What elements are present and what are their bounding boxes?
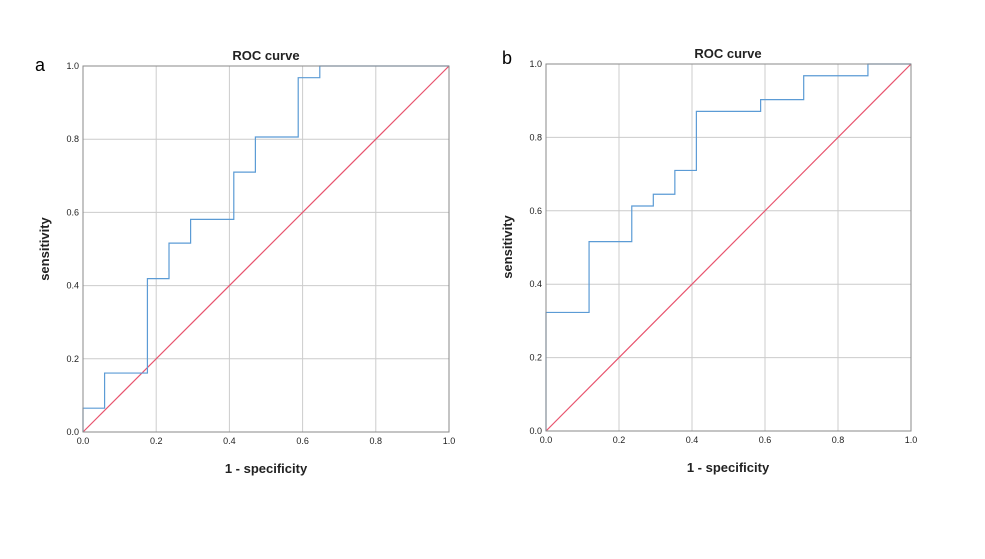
x-tick-label-b-2: 0.4 <box>686 435 699 445</box>
tick-labels-b: 0.0 0.2 0.4 0.6 0.8 1.0 0.0 0.2 0.4 0.6 0.8 1.0 <box>529 59 917 445</box>
y-tick-label-b-4: 0.8 <box>529 132 542 142</box>
plot-frame-a <box>82 65 450 433</box>
x-tick-label-a-0: 0.0 <box>77 436 90 446</box>
x-tick-label-b-5: 1.0 <box>905 435 918 445</box>
y-axis-label-b: sensitivity <box>500 214 515 278</box>
plot-frame-b <box>545 63 912 432</box>
y-tick-label-b-0: 0.0 <box>529 426 542 436</box>
y-tick-label-a-5: 1.0 <box>66 61 79 71</box>
roc-curve-a <box>82 65 449 432</box>
y-axis-label-a: sensitivity <box>37 216 52 280</box>
gridlines-b <box>546 64 911 431</box>
y-tick-label-a-2: 0.4 <box>66 281 79 291</box>
y-tick-label-a-1: 0.2 <box>66 354 79 364</box>
series-b <box>545 63 912 432</box>
y-tick-label-b-5: 1.0 <box>529 59 542 69</box>
y-tick-label-b-3: 0.6 <box>529 206 542 216</box>
y-tick-label-a-0: 0.0 <box>66 427 79 437</box>
x-tick-label-b-1: 0.2 <box>613 435 626 445</box>
y-tick-label-a-3: 0.6 <box>66 207 79 217</box>
chart-panel-a: a ROC curve 0.0 0.2 0.4 0.6 0.8 1.00.00.20.40… <box>35 48 455 476</box>
x-tick-label-b-0: 0.0 <box>540 435 553 445</box>
x-tick-label-a-5: 1.0 <box>443 436 456 446</box>
chart-title-a: ROC curve <box>232 48 299 63</box>
y-tick-label-b-2: 0.4 <box>529 279 542 289</box>
chart-title-b: ROC curve <box>694 46 761 61</box>
roc-curve-b <box>545 63 911 431</box>
panel-letter-b: b <box>502 48 512 68</box>
x-tick-label-b-3: 0.6 <box>759 435 772 445</box>
y-tick-label-a-4: 0.8 <box>66 134 79 144</box>
series-a <box>82 65 450 433</box>
x-tick-label-b-4: 0.8 <box>832 435 845 445</box>
reference-line-a <box>82 65 450 433</box>
tick-labels-a: 0.0 0.2 0.4 0.6 0.8 1.0 0.0 0.2 0.4 0.6 0.8 1.0 <box>66 61 455 446</box>
reference-line-b <box>545 63 912 432</box>
y-tick-label-b-1: 0.2 <box>529 353 542 363</box>
x-tick-label-a-4: 0.8 <box>370 436 383 446</box>
panel-letter-a: a <box>35 55 46 75</box>
x-tick-label-a-1: 0.2 <box>150 436 163 446</box>
x-axis-label-b: 1 - specificity <box>687 460 770 475</box>
x-tick-label-a-2: 0.4 <box>223 436 236 446</box>
x-tick-label-a-3: 0.6 <box>296 436 309 446</box>
chart-panel-b: b ROC curve 0.0 0.2 0.4 0.6 0.8 1.00.00.20.40… <box>500 46 917 475</box>
gridlines-a <box>83 66 449 432</box>
x-axis-label-a: 1 - specificity <box>225 461 308 476</box>
